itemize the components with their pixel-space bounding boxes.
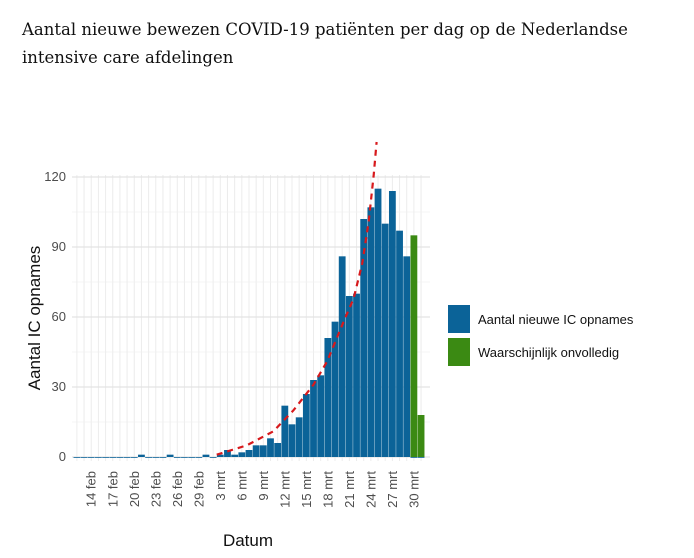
bar <box>224 450 231 457</box>
bar <box>388 191 396 457</box>
y-tick-label: 0 <box>59 449 66 464</box>
bar <box>360 219 368 457</box>
x-tick-label: 18 mrt <box>320 471 335 508</box>
bar <box>123 457 131 458</box>
y-tick-label: 120 <box>44 169 66 184</box>
bar <box>238 452 246 457</box>
legend-swatch-onvolledig <box>448 338 470 366</box>
bar <box>410 457 418 458</box>
bar <box>130 457 138 458</box>
bar <box>410 235 418 457</box>
x-tick-label: 12 mrt <box>277 471 292 508</box>
bar <box>245 450 253 457</box>
y-axis-ticks: 0 30 60 90 120 <box>44 169 66 464</box>
x-axis-ticks: 14 feb 17 feb 20 feb 23 feb 26 feb 29 feb 3 mr… <box>84 471 422 508</box>
bar <box>417 457 425 458</box>
trend-line <box>216 141 378 456</box>
bar <box>381 223 389 457</box>
bar <box>109 457 117 458</box>
x-tick-label: 21 mrt <box>342 471 357 508</box>
bars <box>73 188 425 458</box>
x-tick-label: 29 feb <box>191 471 206 507</box>
bar <box>267 438 274 457</box>
bar <box>338 256 346 457</box>
bar <box>209 457 217 458</box>
x-tick-label: 20 feb <box>127 471 142 507</box>
x-tick-label: 6 mrt <box>234 471 249 501</box>
bar <box>274 443 282 457</box>
y-tick-label: 30 <box>52 379 66 394</box>
bar <box>281 405 289 457</box>
bar <box>195 457 203 458</box>
y-tick-label: 60 <box>52 309 66 324</box>
chart-title: Aantal nieuwe bewezen COVID-19 patiënten… <box>22 20 628 67</box>
bar <box>188 457 196 458</box>
legend-label-ic-opnames: Aantal nieuwe IC opnames <box>478 312 634 327</box>
bar <box>216 454 224 457</box>
bar <box>145 457 152 458</box>
bar <box>345 296 353 457</box>
bar <box>152 457 160 458</box>
legend-swatch-ic-opnames <box>448 305 470 333</box>
bar <box>396 230 403 457</box>
bar <box>288 424 296 457</box>
bar <box>417 415 425 457</box>
bar <box>138 454 145 457</box>
trend-line-path <box>216 141 378 456</box>
bar <box>317 375 325 457</box>
x-axis-title: Datum <box>223 531 273 550</box>
bar <box>231 454 239 457</box>
bar <box>295 417 303 457</box>
bar <box>331 321 339 457</box>
bar <box>95 457 102 458</box>
bar <box>87 457 95 458</box>
x-tick-label: 24 mrt <box>363 471 378 508</box>
bar <box>166 454 174 457</box>
bar <box>367 207 375 457</box>
bar <box>302 394 310 457</box>
y-tick-label: 90 <box>52 239 66 254</box>
x-tick-label: 15 mrt <box>299 471 314 508</box>
bar <box>252 445 260 457</box>
x-tick-label: 27 mrt <box>385 471 400 508</box>
bar <box>353 293 360 457</box>
x-tick-label: 26 feb <box>170 471 185 507</box>
x-tick-label: 3 mrt <box>213 471 228 501</box>
x-tick-label: 23 feb <box>148 471 163 507</box>
bar <box>181 457 188 458</box>
bar <box>73 457 81 458</box>
bar <box>403 256 411 457</box>
x-tick-label: 30 mrt <box>406 471 421 508</box>
bar <box>159 457 167 458</box>
bar <box>310 380 317 457</box>
x-tick-label: 14 feb <box>84 471 99 507</box>
bar <box>102 457 109 458</box>
bar <box>259 445 267 457</box>
legend: Aantal nieuwe IC opnames Waarschijnlijk … <box>448 305 634 366</box>
bar <box>80 457 88 458</box>
bar <box>374 188 382 457</box>
legend-label-onvolledig: Waarschijnlijk onvolledig <box>478 345 619 360</box>
x-tick-label: 17 feb <box>105 471 120 507</box>
bar <box>173 457 181 458</box>
bar <box>202 454 210 457</box>
bar <box>324 338 332 457</box>
y-axis-title: Aantal IC opnames <box>25 246 44 391</box>
bar <box>116 457 124 458</box>
x-tick-label: 9 mrt <box>256 471 271 501</box>
